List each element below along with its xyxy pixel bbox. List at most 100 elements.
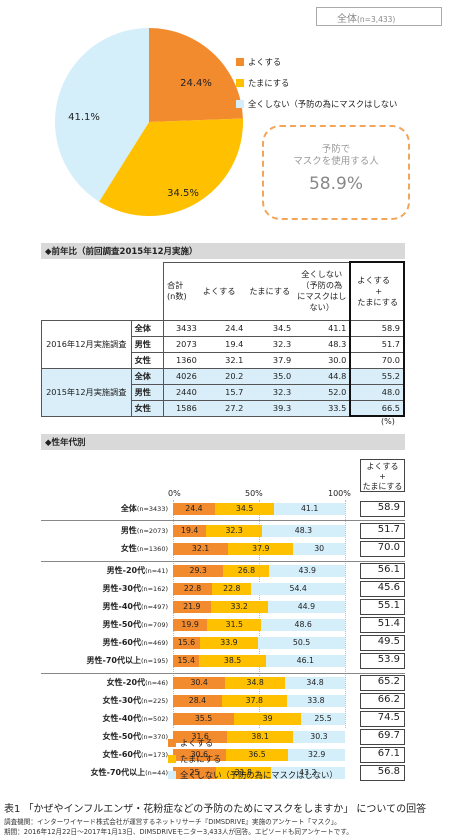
bar-row-label: 男性-60代(n=469) bbox=[102, 638, 169, 647]
bar-row-label: 女性(n=1360) bbox=[120, 544, 168, 553]
bar-segment-never: 43.9 bbox=[269, 565, 345, 577]
bar-segment-sometimes: 34.8 bbox=[225, 677, 286, 689]
pie-value-label: 34.5% bbox=[167, 188, 199, 199]
bar-segment-often: 15.4 bbox=[173, 655, 200, 667]
bar-segment-often: 25 bbox=[173, 767, 216, 779]
bar-row-label: 女性-70代以上(n=44) bbox=[90, 768, 168, 777]
axis-tick-0: 0% bbox=[168, 489, 181, 498]
pie-legend-often: よくする bbox=[236, 56, 281, 68]
callout-value: 58.9% bbox=[308, 174, 363, 194]
yoy-unit: (%) bbox=[381, 417, 395, 426]
bar-segment-never: 54.4 bbox=[251, 583, 345, 595]
bar-segment-never: 46.1 bbox=[265, 655, 345, 667]
often-swatch bbox=[236, 58, 244, 66]
bar-segment-sometimes: 33.9 bbox=[199, 637, 259, 649]
pie-value-label: 24.4% bbox=[180, 78, 212, 89]
bar-segment-often: 19.9 bbox=[173, 619, 208, 631]
pie-legend-sometimes-label: たまにする bbox=[248, 78, 290, 88]
bar-row-label: 女性-50代(n=370) bbox=[102, 732, 169, 741]
axis-tick-50: 50% bbox=[245, 489, 263, 498]
yoy-section-title: ◆前年比（前回調査2015年12月実施） bbox=[41, 243, 405, 259]
bar-row-label: 女性-30代(n=225) bbox=[102, 696, 169, 705]
bar-row-label: 男性(n=2073) bbox=[120, 526, 168, 535]
bar-row-label: 全体(n=3433) bbox=[120, 504, 168, 513]
bar-segment-often: 21.9 bbox=[173, 601, 211, 613]
bar-legend-sometimes: たまにする bbox=[168, 753, 221, 765]
bar-row-ex-value: 65.2 bbox=[360, 675, 405, 691]
never-swatch bbox=[236, 100, 244, 108]
age-ex-header: よくする + たまにする bbox=[360, 459, 405, 492]
bar-row-ex-value: 58.9 bbox=[360, 501, 405, 517]
bar-row-ex-value: 53.9 bbox=[360, 653, 405, 669]
footer-line1: 調査機関：インターワイヤード株式会社が運営するネットリサーチ『DIMSDRIVE… bbox=[4, 818, 341, 826]
bar-segment-often: 19.4 bbox=[173, 525, 207, 537]
pie-chart: 24.4% 34.5% 41.1% bbox=[55, 28, 243, 216]
often-swatch bbox=[168, 739, 176, 747]
bar-segment-never: 48.3 bbox=[261, 525, 345, 537]
bar-segment-never: 34.8 bbox=[285, 677, 345, 689]
pie-slice-never bbox=[55, 28, 150, 202]
bar-row-ex-value: 56.1 bbox=[360, 563, 405, 579]
sometimes-swatch bbox=[168, 755, 176, 763]
bar-row-ex-value: 74.5 bbox=[360, 711, 405, 727]
bar-segment-often: 35.5 bbox=[173, 713, 235, 725]
bar-row-label: 男性-50代(n=709) bbox=[102, 620, 169, 629]
bar-row-label: 男性-70代以上(n=195) bbox=[86, 656, 169, 665]
bar-row-ex-value: 45.6 bbox=[360, 581, 405, 597]
bar-segment-sometimes: 39 bbox=[234, 713, 302, 725]
bar-segment-sometimes: 34.5 bbox=[214, 503, 275, 515]
callout-line2: マスクを使用する人 bbox=[293, 156, 379, 167]
pie-legend-sometimes: たまにする bbox=[236, 77, 289, 89]
prevention-callout: 予防で マスクを使用する人 58.9% bbox=[262, 125, 410, 220]
pie-legend-never-label: 全くしない（予防の為にマスクはしない bbox=[248, 99, 398, 109]
bar-row-label: 女性-20代(n=46) bbox=[106, 678, 168, 687]
yoy-row: 2015年12月実施調査 全体 4026 20.2 35.0 44.8 55.2 bbox=[41, 367, 405, 417]
bar-segment-never: 33.8 bbox=[286, 695, 345, 707]
bar-segment-never: 41.1 bbox=[274, 503, 345, 515]
yoy-row: 2016年12月実施調査 全体 3433 24.4 34.5 41.1 58.9 bbox=[41, 319, 405, 369]
bar-row-ex-value: 66.2 bbox=[360, 693, 405, 709]
yoy-table: 合計 (n数) よくする たまにする 全くしない （予防の為 にマスクはし ない） よく… bbox=[41, 261, 405, 417]
bar-segment-sometimes: 31.5 bbox=[207, 619, 262, 631]
never-swatch bbox=[168, 771, 176, 779]
group-separator bbox=[41, 673, 405, 674]
bar-row-ex-value: 55.1 bbox=[360, 599, 405, 615]
bar-segment-sometimes: 31.8 bbox=[216, 767, 271, 779]
bar-segment-often: 29.3 bbox=[173, 565, 224, 577]
caption: 表1 「かぜやインフルエンザ・花粉症などの予防のためにマスクをしますか」 につい… bbox=[4, 804, 427, 815]
bar-row-ex-value: 67.1 bbox=[360, 747, 405, 763]
sometimes-swatch bbox=[236, 79, 244, 87]
bar-row-ex-value: 51.4 bbox=[360, 617, 405, 633]
bar-segment-never: 30.3 bbox=[292, 731, 345, 743]
bar-segment-never: 25.5 bbox=[301, 713, 345, 725]
bar-segment-often: 30.6 bbox=[173, 749, 226, 761]
yoy-h-total: 合計 (n数) bbox=[162, 261, 200, 321]
bar-legend-often: よくする bbox=[168, 737, 213, 749]
bar-segment-often: 32.1 bbox=[173, 543, 229, 555]
callout-line1: 予防で bbox=[321, 144, 351, 155]
bar-segment-sometimes: 32.3 bbox=[206, 525, 262, 537]
axis-tick-100: 100% bbox=[328, 489, 351, 498]
pie-slice-often bbox=[149, 28, 243, 122]
bar-segment-often: 30.4 bbox=[173, 677, 226, 689]
total-n: (n=3,433) bbox=[357, 15, 396, 24]
bar-row-label: 女性-60代(n=173) bbox=[102, 750, 169, 759]
bar-segment-never: 50.5 bbox=[258, 637, 345, 649]
bar-segment-often: 22.8 bbox=[173, 583, 213, 595]
footer-line2: 期間：2016年12月22日～2017年1月13日、DIMSDRIVEモニター3… bbox=[4, 828, 353, 836]
bar-segment-sometimes: 22.8 bbox=[212, 583, 252, 595]
pie-legend-never: 全くしない（予防の為にマスクはしない bbox=[236, 98, 397, 110]
bar-row-ex-value: 49.5 bbox=[360, 635, 405, 651]
bar-segment-often: 15.6 bbox=[173, 637, 200, 649]
bar-segment-often: 28.4 bbox=[173, 695, 222, 707]
bar-row-ex-value: 51.7 bbox=[360, 523, 405, 539]
bar-row-label: 男性-30代(n=162) bbox=[102, 584, 169, 593]
bar-row-ex-value: 69.7 bbox=[360, 729, 405, 745]
yoy-h-ex: よくする + たまにする bbox=[349, 261, 405, 321]
yoy-h-never: 全くしない （予防の為 にマスクはし ない） bbox=[294, 261, 351, 321]
yoy-group-2015: 2015年12月実施調査 bbox=[41, 367, 132, 417]
bar-legend-never: 全くしない（予防の為にマスクはしない） bbox=[168, 769, 338, 781]
yoy-h-sometimes: たまにする bbox=[246, 261, 295, 321]
bar-segment-never: 48.6 bbox=[261, 619, 345, 631]
